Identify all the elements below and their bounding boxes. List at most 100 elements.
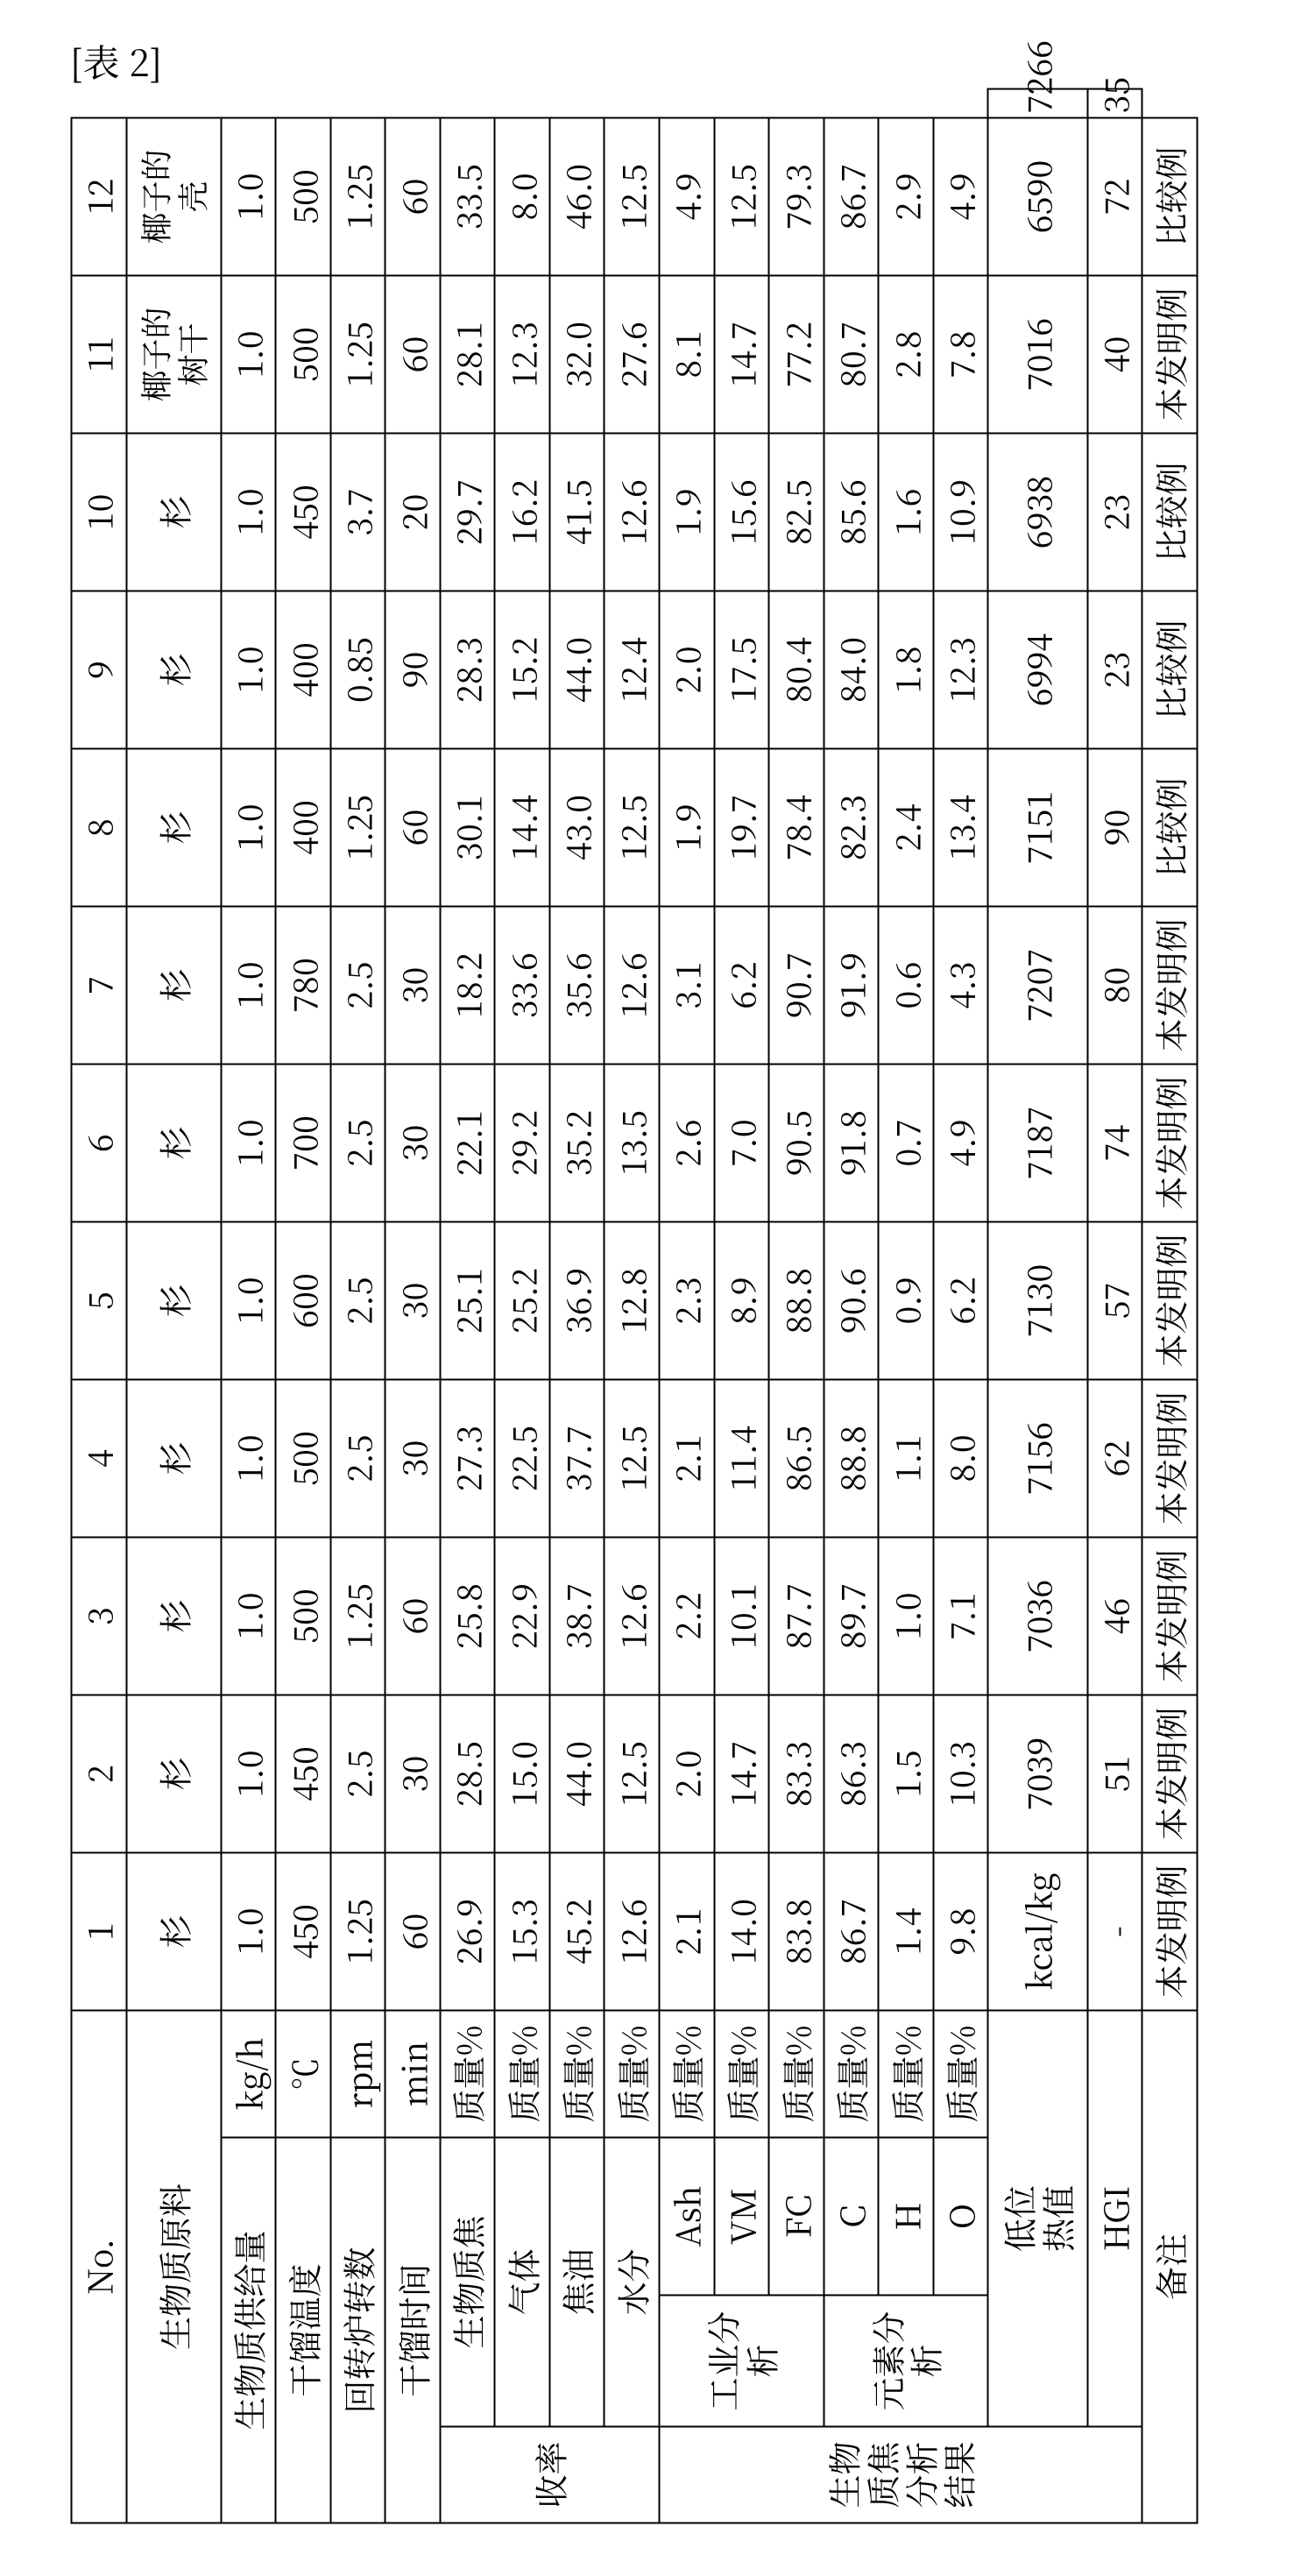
cell: 500: [276, 275, 331, 433]
cell: 74: [1087, 1064, 1142, 1221]
cell: 7039: [988, 1695, 1087, 1852]
cell: 28.1: [440, 275, 495, 433]
cell: 7: [72, 906, 127, 1064]
cell: 1.0: [221, 1379, 276, 1537]
group-proximate: 工业分析: [660, 2296, 824, 2427]
label-remark: 备注: [1142, 2010, 1198, 2523]
cell: 90: [1087, 748, 1142, 906]
cell: 500: [276, 1379, 331, 1537]
row-remark: 备注 本发明例 本发明例 本发明例 本发明例 本发明例 本发明例 本发明例 比较…: [1142, 89, 1198, 2523]
cell: 7156: [988, 1379, 1087, 1537]
unit-mass: 质量%: [495, 2010, 550, 2137]
label-hgi: HGI: [1087, 2010, 1142, 2426]
cell: 1.8: [879, 591, 934, 748]
cell: 30: [385, 1221, 441, 1379]
cell: 12.6: [605, 433, 660, 591]
row-yield-gas: 气体 质量% 15.3 15.0 22.9 22.5 25.2 29.2 33.…: [495, 89, 550, 2523]
cell: 1.0: [221, 748, 276, 906]
cell: 2.4: [879, 748, 934, 906]
cell: 4.3: [933, 906, 988, 1064]
unit-mass: 质量%: [714, 2010, 769, 2137]
cell: 杉: [126, 1379, 221, 1537]
cell: 6.2: [933, 1221, 988, 1379]
cell: 22.9: [495, 1537, 550, 1695]
cell: 14.7: [714, 275, 769, 433]
cell: 82.5: [769, 433, 824, 591]
cell: 1.0: [221, 275, 276, 433]
cell: 2.8: [879, 275, 934, 433]
cell: 杉: [126, 1852, 221, 2010]
cell: 杉: [126, 1221, 221, 1379]
row-o: O 质量% 9.8 10.3 7.1 8.0 6.2 4.9 4.3 13.4 …: [933, 89, 988, 2523]
cell: 6.2: [714, 906, 769, 1064]
cell: 38.7: [549, 1537, 605, 1695]
row-time: 干馏时间 min 60 30 60 30 30 30 30 60 90 20 6…: [385, 89, 441, 2523]
cell: 1.25: [330, 1852, 385, 2010]
cell: 15.3: [495, 1852, 550, 2010]
cell: 25.1: [440, 1221, 495, 1379]
unit-hgi: -: [1087, 1852, 1142, 2010]
cell: 1.0: [221, 591, 276, 748]
cell: 89.7: [824, 1537, 879, 1695]
cell: 80: [1087, 906, 1142, 1064]
unit-mass: 质量%: [933, 2010, 988, 2137]
cell: 7016: [988, 275, 1087, 433]
cell: 1.6: [879, 433, 934, 591]
unit-rpm: rpm: [330, 2010, 385, 2137]
cell: 84.0: [824, 591, 879, 748]
label-c: C: [824, 2138, 879, 2296]
cell: 35: [1087, 89, 1142, 118]
cell: 椰子的树干: [126, 275, 221, 433]
cell: 15.0: [495, 1695, 550, 1852]
cell: 40: [1087, 275, 1142, 433]
cell: 1: [72, 1852, 127, 2010]
cell: 60: [385, 275, 441, 433]
unit-temp: ℃: [276, 2010, 331, 2137]
cell: 1.0: [221, 906, 276, 1064]
cell: 1.1: [879, 1379, 934, 1537]
cell: 1.0: [221, 1537, 276, 1695]
cell: 本发明例: [1142, 1379, 1198, 1537]
unit-mass: 质量%: [879, 2010, 934, 2137]
cell: 12.5: [605, 748, 660, 906]
cell: 60: [385, 748, 441, 906]
cell: 杉: [126, 1064, 221, 1221]
label-material: 生物质原料: [126, 2010, 221, 2523]
cell: 本发明例: [1142, 1221, 1198, 1379]
label-char: 生物质焦: [440, 2138, 495, 2427]
label-o: O: [933, 2138, 988, 2296]
cell: 1.9: [660, 748, 715, 906]
cell: 2.3: [660, 1221, 715, 1379]
cell: 6590: [988, 117, 1087, 275]
group-ultimate: 元素分析: [824, 2296, 988, 2427]
cell: 83.8: [769, 1852, 824, 2010]
cell: 82.3: [824, 748, 879, 906]
label-fc: FC: [769, 2138, 824, 2296]
cell: 43.0: [549, 748, 605, 906]
cell: 23: [1087, 591, 1142, 748]
unit-mass: 质量%: [440, 2010, 495, 2137]
cell: 7187: [988, 1064, 1087, 1221]
unit-feed: kg/h: [221, 2010, 276, 2137]
row-c: 元素分析 C 质量% 86.7 86.3 89.7 88.8 90.6 91.8…: [824, 89, 879, 2523]
cell: 比较例: [1142, 117, 1198, 275]
cell: 比较例: [1142, 433, 1198, 591]
cell: 10.9: [933, 433, 988, 591]
cell: 51: [1087, 1695, 1142, 1852]
cell: 7036: [988, 1537, 1087, 1695]
unit-time: min: [385, 2010, 441, 2137]
cell: 0.7: [879, 1064, 934, 1221]
cell: 12.5: [605, 117, 660, 275]
row-hgi: HGI - 51 46 62 57 74 80 90 23 23 40 72 3…: [1087, 89, 1142, 2523]
unit-mass: 质量%: [605, 2010, 660, 2137]
cell: 87.7: [769, 1537, 824, 1695]
label-tar: 焦油: [549, 2138, 605, 2427]
cell: 79.3: [769, 117, 824, 275]
row-vm: VM 质量% 14.0 14.7 10.1 11.4 8.9 7.0 6.2 1…: [714, 89, 769, 2523]
cell: 2.2: [660, 1537, 715, 1695]
cell: 86.7: [824, 117, 879, 275]
cell: 44.0: [549, 1695, 605, 1852]
cell: 90.6: [824, 1221, 879, 1379]
cell: 15.6: [714, 433, 769, 591]
cell: 1.0: [221, 1221, 276, 1379]
